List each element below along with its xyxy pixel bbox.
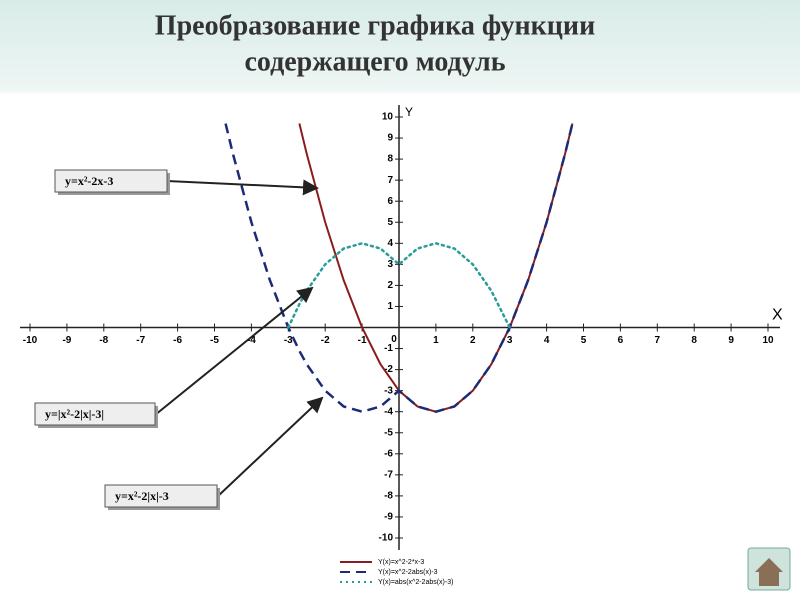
y-tick-label: -10 — [379, 533, 394, 544]
y-tick-label: 8 — [387, 154, 393, 165]
annotation-box — [54, 169, 168, 193]
annotation-text: y=x²-2|x|-3 — [115, 489, 169, 503]
x-tick-label: 2 — [470, 335, 476, 346]
annotation-arrow — [154, 286, 314, 416]
x-axis-label: X — [772, 307, 783, 324]
home-button[interactable] — [747, 547, 791, 591]
y-tick-label: 4 — [387, 238, 393, 249]
annotation-arrow — [166, 179, 319, 196]
annotation-text: y=|x²-2|x|-3| — [45, 407, 104, 421]
x-tick-label: -5 — [210, 335, 219, 346]
x-tick-label: 5 — [581, 335, 587, 346]
y-tick-label: 3 — [387, 259, 393, 270]
y-tick-label: 2 — [387, 280, 393, 291]
annotation-arrow — [216, 396, 324, 498]
origin-label: 0 — [391, 334, 397, 345]
y-tick-label: 1 — [387, 301, 393, 312]
function-curve — [287, 242, 511, 329]
y-tick-label: -4 — [384, 406, 393, 417]
x-tick-label: 9 — [728, 335, 734, 346]
x-tick-label: -8 — [99, 335, 108, 346]
y-tick-label: 10 — [382, 112, 394, 123]
annotation-text: y=x²-2x-3 — [65, 174, 113, 188]
legend-label: Y(x)=x^2-2abs(x)-3 — [378, 569, 438, 576]
x-tick-label: -1 — [358, 335, 367, 346]
x-tick-label: 8 — [691, 335, 697, 346]
y-tick-label: -1 — [384, 343, 393, 354]
y-axis-label: Y — [405, 105, 413, 119]
x-tick-label: -10 — [23, 335, 38, 346]
x-tick-label: -4 — [247, 335, 256, 346]
y-tick-label: -5 — [384, 427, 393, 438]
annotation-box — [34, 402, 156, 426]
y-tick-label: -2 — [384, 364, 393, 375]
x-tick-label: -9 — [62, 335, 71, 346]
y-tick-label: 5 — [387, 217, 393, 228]
x-tick-label: 1 — [433, 335, 439, 346]
function-curve — [224, 123, 574, 413]
x-tick-label: 10 — [762, 335, 774, 346]
x-tick-label: -3 — [284, 335, 293, 346]
y-tick-label: -7 — [384, 469, 393, 480]
y-tick-label: -9 — [384, 512, 393, 523]
y-tick-label: 7 — [387, 175, 393, 186]
y-tick-label: 9 — [387, 133, 393, 144]
y-tick-label: -8 — [384, 491, 393, 502]
y-tick-label: 6 — [387, 196, 393, 207]
x-tick-label: -6 — [173, 335, 182, 346]
legend-label: Y(x)=abs(x^2-2abs(x)-3) — [378, 579, 453, 586]
x-tick-label: 6 — [618, 335, 624, 346]
x-tick-label: -2 — [321, 335, 330, 346]
y-tick-label: -3 — [384, 385, 393, 396]
annotation-box — [104, 484, 218, 508]
x-tick-label: 3 — [507, 335, 513, 346]
x-tick-label: -7 — [136, 335, 145, 346]
y-tick-label: -6 — [384, 448, 393, 459]
x-tick-label: 4 — [544, 335, 550, 346]
x-tick-label: 7 — [655, 335, 661, 346]
legend-label: Y(x)=x^2-2*x-3 — [378, 559, 424, 566]
title-line: Преобразование графика функции — [155, 10, 595, 41]
title-line: содержащего модуль — [244, 46, 505, 77]
